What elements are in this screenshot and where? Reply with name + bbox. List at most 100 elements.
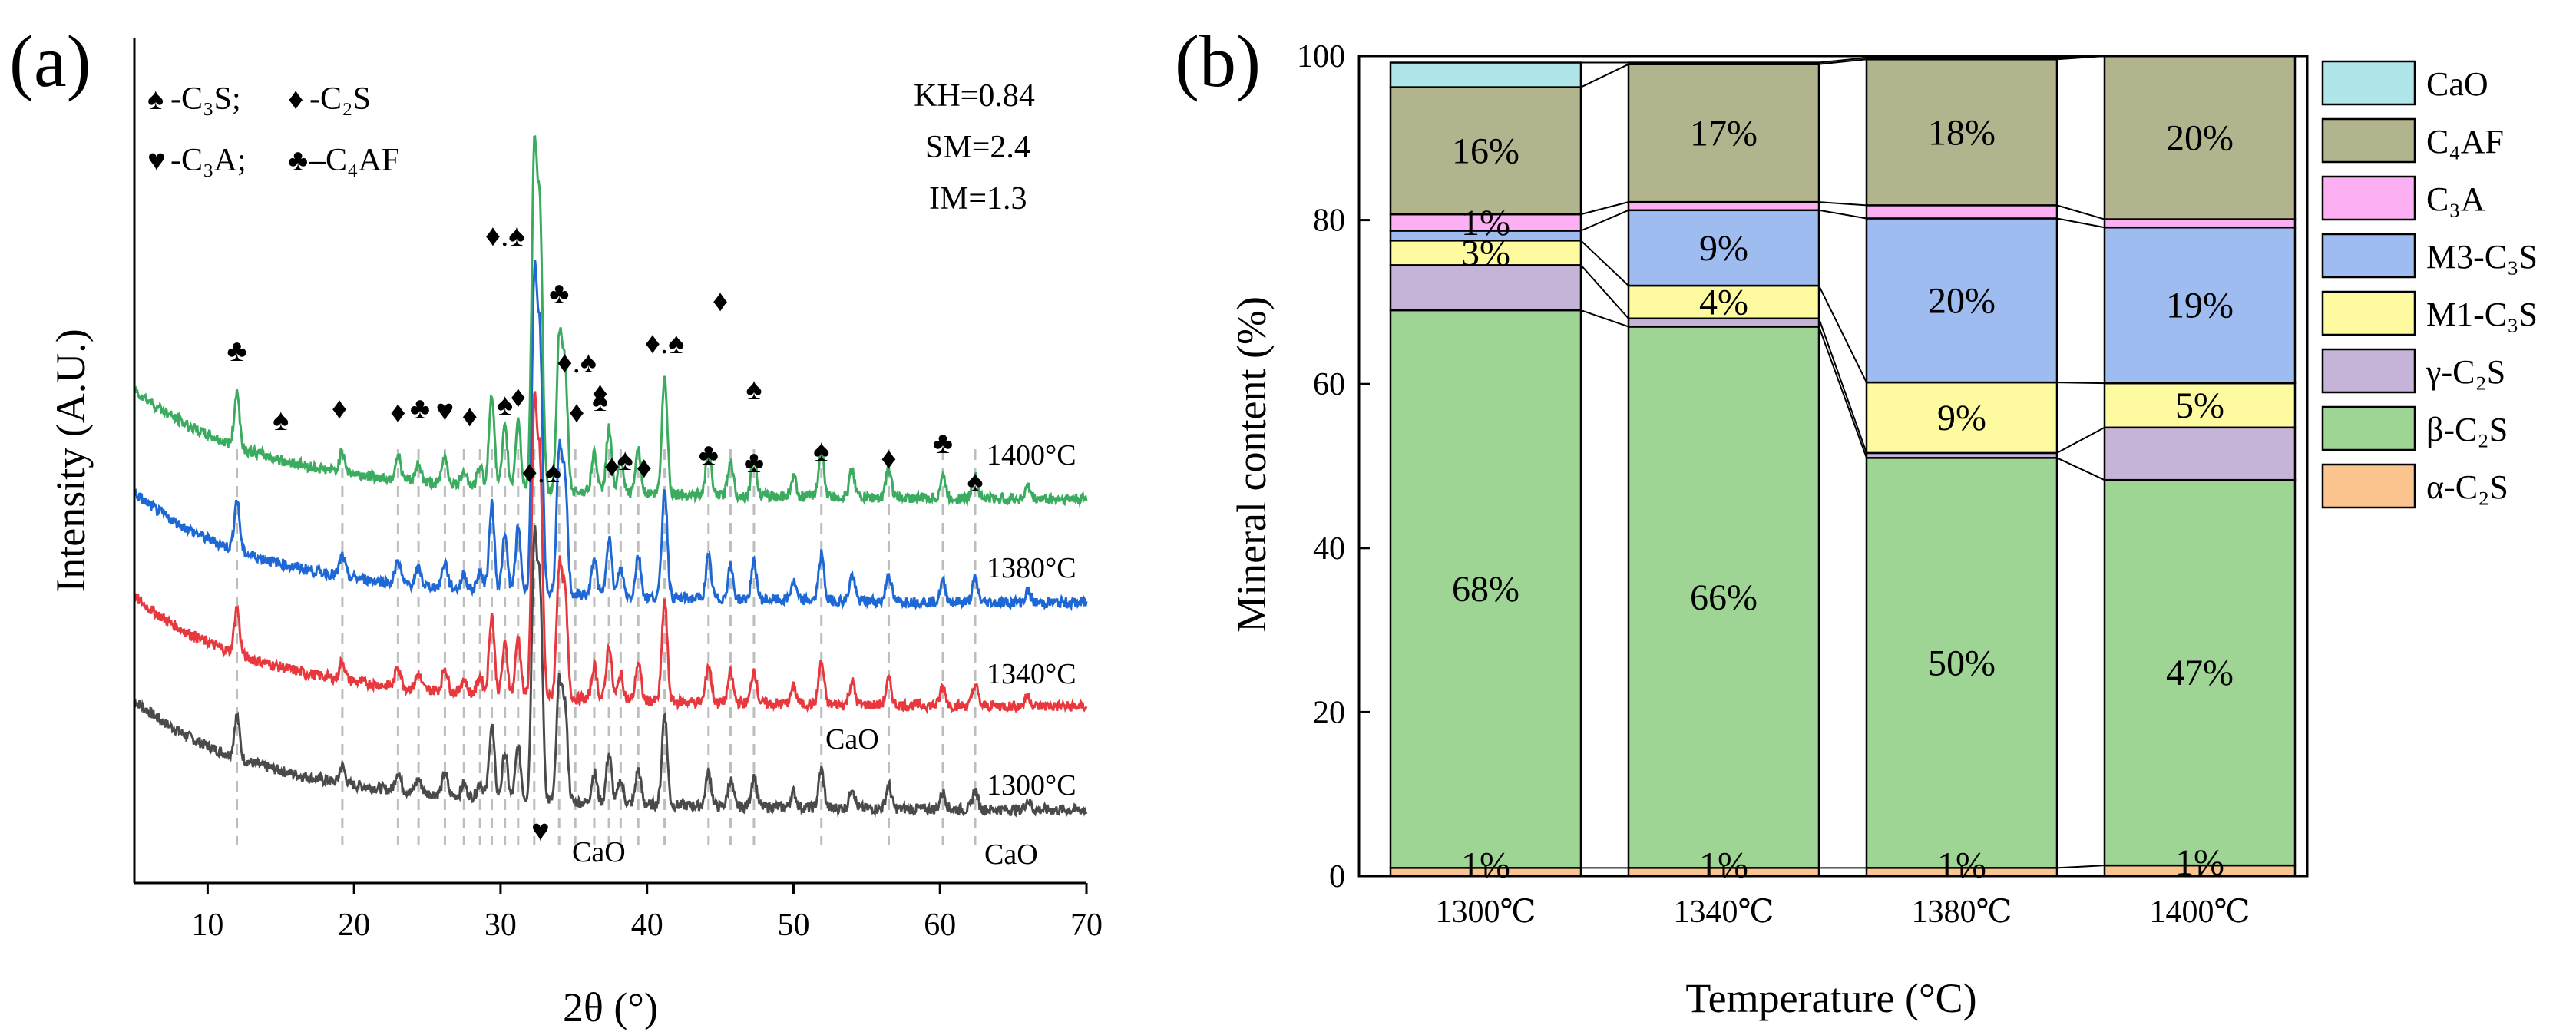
- peak-marker: ♦: [592, 375, 607, 410]
- segment-label: 50%: [1928, 643, 1996, 683]
- peak-marker: ♠: [273, 402, 289, 437]
- ratio-im: IM=1.3: [929, 181, 1027, 217]
- peak-marker: ♦.♠: [522, 455, 562, 489]
- b-y-tick-label: 0: [1329, 859, 1345, 894]
- connector-line: [2056, 217, 2105, 229]
- ratio-sm: SM=2.4: [925, 130, 1030, 165]
- bar-segment: [1627, 61, 1820, 65]
- legend-text-3: –C₄AF: [309, 143, 399, 178]
- mineral-content-panel: (b) 1%68%3%1%16%1%66%4%9%17%1%50%9%20%18…: [1175, 20, 2538, 1021]
- peak-marker: ♠: [497, 387, 513, 422]
- b-plot-frame: [1357, 55, 2309, 878]
- xrd-curves: [133, 135, 1088, 818]
- segment-label: 20%: [2166, 117, 2234, 158]
- connector-line: [2056, 426, 2105, 454]
- legend-label: C₃A: [2426, 180, 2485, 218]
- peak-markers: ♣♠ ♦ ♦ ♣ ♥ ♦ ♠♦ ♦♦♠ ♦ ♣ ♣ ♠ ♦ ♣♠♦.♠♦.♠♣♦.♠♦.♠♦♠♠♦: [227, 218, 983, 498]
- segment-label: 5%: [2175, 385, 2224, 426]
- a-x-tick-label: 10: [191, 908, 223, 943]
- connector-line: [1818, 57, 1867, 64]
- series-label-1340: 1340°C: [987, 658, 1076, 690]
- segment-label: 1%: [1937, 845, 1986, 885]
- series-label-1380: 1380°C: [987, 552, 1076, 584]
- bar-segment: [1389, 61, 1582, 88]
- bar-segment: [1865, 58, 2058, 207]
- b-x-title: Temperature (°C): [1685, 975, 1976, 1021]
- a-x-ticks: 10 20 30 40 50 60 70: [191, 883, 1103, 943]
- connector-line: [2056, 204, 2105, 220]
- peak-marker: ♣: [933, 425, 953, 460]
- connector-line: [2056, 865, 2105, 869]
- legend-swatch: [2321, 405, 2416, 451]
- peak-marker: ♣: [549, 276, 569, 310]
- peak-marker: ♦: [390, 395, 405, 429]
- legend-label: CaO: [2426, 65, 2488, 103]
- peak-marker: ♦: [332, 391, 347, 425]
- legend-sym-0: ♠: [147, 81, 164, 116]
- peak-marker: ♦: [713, 283, 728, 318]
- bar-segment: [2103, 55, 2297, 220]
- xrd-curve-1380: [133, 260, 1088, 612]
- connector-line: [1580, 264, 1629, 319]
- segment-label: 20%: [1928, 280, 1996, 321]
- connector-line: [1818, 318, 1867, 454]
- bar-segment: [1389, 240, 1582, 266]
- heart-marker: ♥: [531, 813, 550, 848]
- xrd-curve-1400: [133, 135, 1088, 508]
- cao-annotations: CaO CaO CaO ♥: [531, 723, 1038, 871]
- legend-sym-2: ♥: [147, 143, 166, 177]
- b-x-ticks: 1300℃ 1340℃ 1380℃ 1400℃: [1436, 865, 2250, 930]
- xrd-curve-1300: [134, 525, 1088, 818]
- peak-marker: ♦: [604, 448, 620, 483]
- series-label-1400: 1400°C: [987, 439, 1076, 471]
- panel-label-b: (b): [1175, 20, 1261, 102]
- bar-segment: [1865, 56, 2058, 61]
- a-y-title: Intensity (A.U.): [48, 329, 94, 592]
- symbol-legend: ♠ -C₃S; ♦ -C₂S ♥ -C₃A; ♣ –C₄AF: [147, 81, 399, 178]
- a-x-tick-label: 60: [924, 908, 956, 943]
- bar-segment: [2103, 478, 2297, 867]
- peak-marker: ♠: [746, 372, 762, 406]
- b-x-tick-label: 1340℃: [1674, 894, 1774, 930]
- peak-marker: ♦.♠: [557, 345, 597, 379]
- legend-swatch: [2321, 233, 2416, 279]
- b-x-tick-label: 1380℃: [1912, 894, 2012, 930]
- bar-segment: [1627, 326, 1820, 869]
- b-y-tick-label: 20: [1313, 695, 1345, 730]
- b-y-title: Mineral content (%): [1228, 296, 1275, 633]
- legend-sym-3: ♣: [288, 143, 308, 177]
- legend-swatch: [2321, 175, 2416, 221]
- peak-marker: ♦.♠: [645, 326, 685, 360]
- segment-label: 4%: [1699, 282, 1748, 322]
- peak-marker: ♣: [699, 437, 719, 471]
- connector-line: [1580, 201, 1629, 216]
- segment-label: 18%: [1928, 112, 1996, 153]
- legend-label: α-C₂S: [2426, 468, 2508, 506]
- b-y-tick-label: 80: [1313, 203, 1345, 239]
- series-label-1300: 1300°C: [987, 769, 1076, 802]
- peak-marker: ♠: [617, 442, 633, 477]
- ratio-kh: KH=0.84: [914, 78, 1035, 114]
- segment-label: 47%: [2166, 653, 2234, 693]
- b-y-tick-label: 100: [1297, 39, 1345, 74]
- legend-swatch: [2321, 117, 2416, 164]
- legend-text-1: -C₂S: [309, 81, 371, 117]
- b-x-tick-label: 1400℃: [2150, 894, 2250, 930]
- connector-line: [1818, 201, 1867, 207]
- peak-marker: ♦: [569, 395, 584, 429]
- mineral-legend: CaO C₄AF C₃A M3-C₃S M1-C₃S γ-C₂S β-C₂S α-C₂S: [2321, 60, 2538, 509]
- peak-marker: ♣: [744, 445, 764, 479]
- segment-label: 19%: [2166, 286, 2234, 326]
- legend-swatch: [2321, 290, 2416, 336]
- peak-marker: ♦.♠: [485, 218, 525, 253]
- peak-marker: ♣: [410, 391, 430, 425]
- peak-marker: ♦: [462, 398, 478, 433]
- cao-label-c: CaO: [984, 838, 1038, 871]
- peak-marker: ♠: [967, 464, 983, 498]
- xrd-panel: (a) ♣♠ ♦ ♦ ♣ ♥ ♦ ♠♦ ♦♦♠ ♦ ♣ ♣ ♠ ♦ ♣♠♦.♠♦.♠♣♦.♠♦.♠♦♠♠♦…: [9, 20, 1103, 1030]
- peak-marker: ♦: [511, 379, 526, 414]
- panel-label-a: (a): [9, 20, 91, 102]
- legend-swatch: [2321, 348, 2416, 394]
- segment-label: 66%: [1690, 577, 1758, 618]
